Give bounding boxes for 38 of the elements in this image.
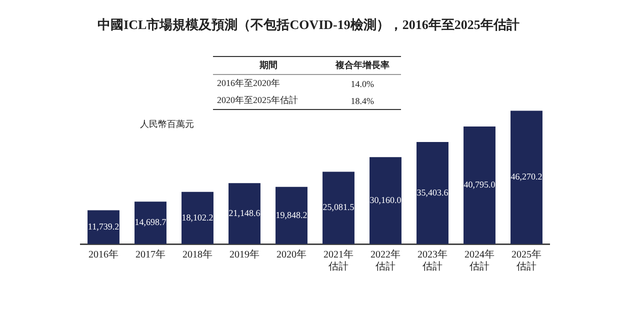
data-label: 46,270.2	[510, 172, 542, 182]
x-tick-label: 2022年估計	[370, 248, 400, 273]
bar	[510, 110, 542, 244]
text: 14.0%	[350, 78, 376, 90]
bar	[182, 192, 214, 244]
bar	[88, 210, 120, 244]
text: 2020年至2025年估計	[216, 94, 299, 107]
data-label: 25,081.5	[322, 202, 355, 212]
text: 複合年增長率	[334, 59, 390, 72]
bar	[276, 186, 308, 244]
bar	[370, 157, 402, 244]
data-label: 14,698.7	[134, 217, 167, 228]
x-tick-label: 2020年	[276, 248, 306, 261]
x-tick-label: 2016年	[88, 248, 118, 261]
x-tick-label: 2018年	[182, 248, 212, 261]
bar	[416, 142, 448, 244]
x-tick-label: 2021年估計	[324, 248, 354, 273]
y-axis-title: 人民幣百萬元	[140, 118, 194, 131]
text: 期間	[258, 59, 278, 72]
bar	[228, 183, 260, 244]
data-label: 40,795.0	[464, 180, 496, 190]
x-tick-label: 2025年估計	[512, 248, 542, 273]
x-tick-label: 2023年估計	[418, 248, 448, 273]
x-tick-label: 2019年	[230, 248, 260, 261]
bar	[134, 202, 166, 244]
bar	[322, 172, 354, 244]
data-label: 19,848.2	[276, 210, 308, 220]
data-label: 18,102.2	[182, 212, 214, 222]
text: 18.4%	[350, 94, 376, 108]
text: 2016年至2020年	[216, 77, 281, 90]
data-label: 35,403.6	[416, 187, 449, 198]
data-label: 30,160.0	[370, 194, 402, 205]
x-tick-label: 2017年	[136, 248, 166, 261]
bar	[464, 126, 496, 244]
data-label: 21,148.6	[228, 208, 261, 218]
x-tick-label: 2024年估計	[464, 248, 494, 273]
data-label: 11,739.2	[88, 221, 120, 232]
chart-title: 中國ICL市場規模及預測（不包括COVID-19檢測），2016年至2025年估計	[96, 16, 520, 34]
